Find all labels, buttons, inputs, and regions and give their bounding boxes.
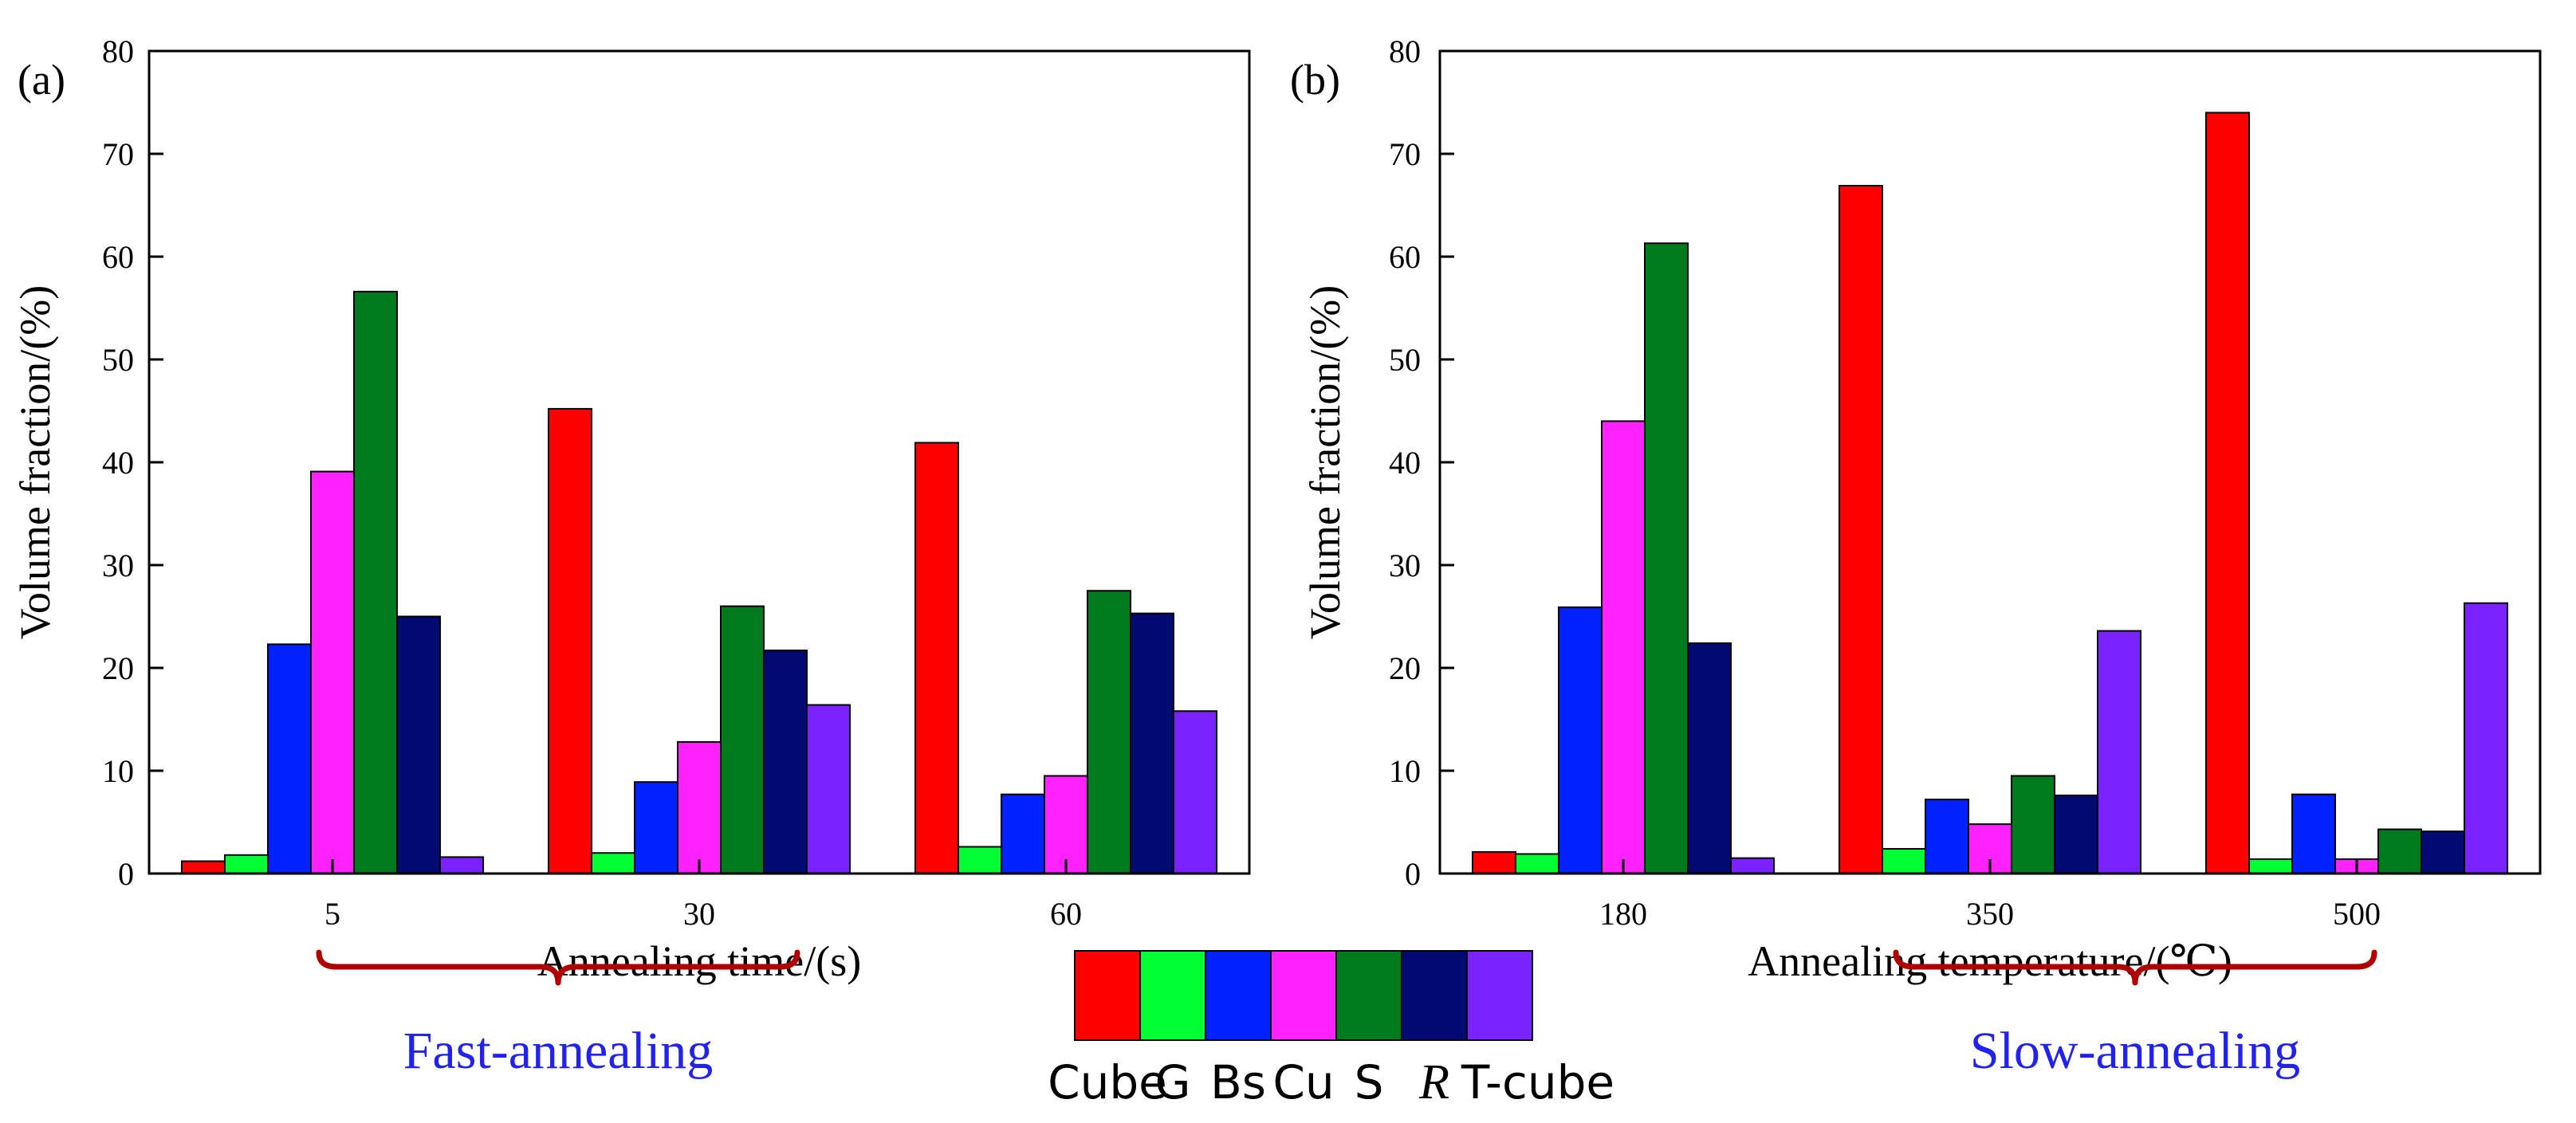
bar-r-180 <box>1687 642 1732 874</box>
bar-s-350 <box>2011 775 2055 875</box>
bar-cu-5 <box>310 470 355 874</box>
y-tick-label: 40 <box>102 445 134 481</box>
bar-cu-30 <box>677 740 722 874</box>
legend-label-cube: Cube <box>1048 1055 1167 1109</box>
y-tick-label: 20 <box>1389 650 1421 686</box>
bar-t-cube-60 <box>1173 710 1217 874</box>
bar-t-cube-350 <box>2097 630 2141 874</box>
group-brace <box>1893 949 2377 986</box>
y-axis-label: Volume fraction/(%) <box>1301 285 1349 639</box>
bar-cube-30 <box>548 407 592 874</box>
bar-r-500 <box>2421 830 2465 874</box>
bar-r-350 <box>2054 794 2098 875</box>
legend-label-t-cube: T-cube <box>1461 1055 1614 1109</box>
bar-bs-60 <box>1001 793 1045 874</box>
bar-cube-350 <box>1839 184 1883 875</box>
panel-label: (b) <box>1290 56 1340 104</box>
bar-cube-500 <box>2205 112 2250 874</box>
bar-s-30 <box>720 605 765 874</box>
y-tick-label: 50 <box>1389 342 1421 378</box>
bar-cube-60 <box>914 442 959 874</box>
group-label: Slow-annealing <box>1970 1022 2300 1080</box>
y-tick-label: 30 <box>1389 548 1421 583</box>
bar-s-5 <box>353 290 398 874</box>
x-tick-label: 180 <box>1599 896 1647 932</box>
y-tick-label: 80 <box>102 33 134 69</box>
legend-swatch-t-cube <box>1466 950 1533 1041</box>
bar-g-30 <box>591 852 635 874</box>
panel-a: 0 10 20 30 40 50 60 70 80 5 30 60 (a) Volume fraction… <box>11 33 1251 1080</box>
y-tick-label: 70 <box>102 136 134 172</box>
legend-label-g: G <box>1155 1055 1191 1109</box>
x-axis-label: Annealing time/(s) <box>537 937 861 985</box>
bar-g-60 <box>958 846 1002 874</box>
x-tick-label: 350 <box>1966 896 2014 932</box>
x-tick-label: 500 <box>2333 896 2381 932</box>
bar-bs-500 <box>2291 793 2336 874</box>
legend-swatch-bs <box>1205 950 1272 1041</box>
x-tick-label: 5 <box>324 896 340 932</box>
y-tick-label: 20 <box>102 650 134 686</box>
x-axis-label: Annealing temperature/(℃) <box>1748 937 2232 985</box>
panel-label: (a) <box>18 56 65 104</box>
y-tick-label: 10 <box>102 753 134 789</box>
bar-cube-5 <box>181 860 226 875</box>
legend-label-cu: Cu <box>1272 1055 1334 1109</box>
legend-swatch-g <box>1139 950 1206 1041</box>
legend-swatch-s <box>1335 950 1402 1041</box>
legend-label-r: R <box>1418 1055 1449 1109</box>
x-tick-label: 30 <box>683 896 715 932</box>
x-tick-label: 60 <box>1050 896 1082 932</box>
bar-t-cube-180 <box>1730 857 1775 875</box>
y-tick-label: 50 <box>102 342 134 378</box>
bar-t-cube-5 <box>439 856 484 874</box>
bar-t-cube-500 <box>2464 602 2508 874</box>
y-tick-label: 0 <box>118 856 134 892</box>
legend-swatch-cu <box>1270 950 1337 1041</box>
bar-bs-180 <box>1558 606 1603 874</box>
bar-r-60 <box>1130 612 1174 874</box>
y-tick-label: 60 <box>1389 239 1421 275</box>
bar-cu-180 <box>1601 420 1646 874</box>
y-tick-label: 80 <box>1389 33 1421 69</box>
bar-g-350 <box>1882 848 1926 875</box>
bar-r-30 <box>763 650 808 874</box>
y-axis-label: Volume fraction/(%) <box>11 285 59 639</box>
legend-swatch-cube <box>1074 950 1141 1041</box>
y-tick-label: 10 <box>1389 753 1421 789</box>
group-brace <box>316 949 800 986</box>
y-tick-label: 70 <box>1389 136 1421 172</box>
y-tick-label: 30 <box>102 548 134 583</box>
bar-g-5 <box>224 854 269 875</box>
legend-label-bs: Bs <box>1210 1055 1266 1109</box>
bar-s-500 <box>2377 828 2422 875</box>
bar-t-cube-30 <box>806 704 851 874</box>
bar-s-60 <box>1087 590 1131 874</box>
panel-b: 0 10 20 30 40 50 60 70 80 180 350 500 (b) Volume frac… <box>1290 33 2542 1080</box>
bar-r-5 <box>396 615 441 874</box>
bar-cube-180 <box>1472 850 1516 875</box>
y-tick-label: 40 <box>1389 445 1421 481</box>
bar-g-500 <box>2248 858 2293 874</box>
y-tick-label: 0 <box>1405 856 1421 892</box>
legend-swatch-r <box>1401 950 1468 1041</box>
bar-g-180 <box>1515 853 1559 874</box>
group-label: Fast-annealing <box>403 1022 714 1080</box>
bar-bs-350 <box>1925 799 1969 874</box>
bar-bs-5 <box>267 643 312 875</box>
y-tick-label: 60 <box>102 239 134 275</box>
bar-s-180 <box>1644 242 1689 875</box>
bar-cu-60 <box>1044 775 1088 875</box>
legend-label-s: S <box>1355 1055 1384 1109</box>
bar-bs-30 <box>634 781 678 874</box>
